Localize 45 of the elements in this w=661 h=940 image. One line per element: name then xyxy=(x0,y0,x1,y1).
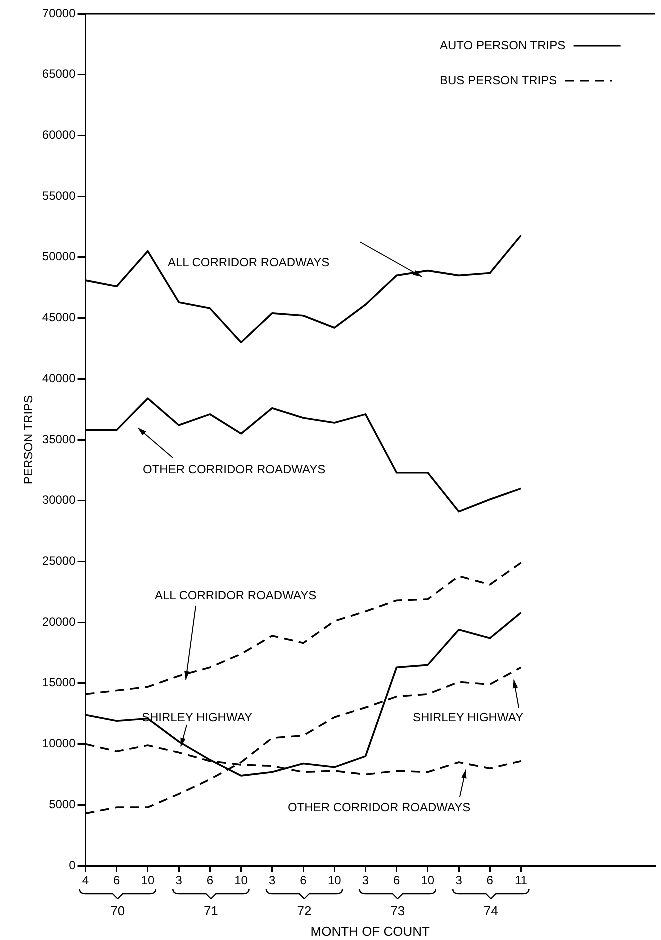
x-tick-label: 10 xyxy=(421,874,435,888)
x-tick-label: 3 xyxy=(269,874,276,888)
text: 74 xyxy=(484,904,498,919)
x-tick-label: 10 xyxy=(141,874,155,888)
y-tick-label: 15000 xyxy=(42,676,76,690)
x-tick-label: 3 xyxy=(456,874,463,888)
y-tick-label: 60000 xyxy=(42,128,76,142)
annotation: ALL CORRIDOR ROADWAYS xyxy=(168,255,330,270)
annotation: SHIRLEY HIGHWAY xyxy=(142,710,252,724)
y-tick-label: 35000 xyxy=(42,432,76,446)
y-tick-label: 50000 xyxy=(42,250,76,264)
y-tick-label: 5000 xyxy=(49,797,76,812)
text: 73 xyxy=(390,904,406,919)
text: 71 xyxy=(204,904,218,919)
x-tick-label: 10 xyxy=(234,874,248,888)
y-tick-label: 40000 xyxy=(42,371,76,386)
annotation: ALL CORRIDOR ROADWAYS xyxy=(155,588,317,602)
legend-label: AUTO PERSON TRIPS xyxy=(440,38,566,52)
x-tick-label: 6 xyxy=(300,874,308,888)
x-tick-label: 3 xyxy=(176,874,183,888)
x-tick-label: 6 xyxy=(206,874,214,888)
x-tick-label: 6 xyxy=(486,874,494,888)
x-tick-label: 3 xyxy=(362,874,370,888)
annotation: SHIRLEY HIGHWAY xyxy=(413,710,524,724)
text: 70 xyxy=(110,904,126,919)
y-tick-label: 10000 xyxy=(42,736,76,751)
annotation: OTHER CORRIDOR ROADWAYS xyxy=(288,800,471,814)
y-tick-label: 70000 xyxy=(42,6,76,20)
x-tick-label: 10 xyxy=(328,874,342,888)
y-tick-label: 20000 xyxy=(42,614,76,629)
annotation: OTHER CORRIDOR ROADWAYS xyxy=(143,462,326,476)
y-tick-label: 25000 xyxy=(42,554,76,568)
y-tick-label: 30000 xyxy=(42,493,76,508)
y-tick-label: 65000 xyxy=(42,67,76,82)
x-tick-label: 6 xyxy=(393,874,400,888)
legend-label: BUS PERSON TRIPS xyxy=(440,73,558,88)
x-axis-title: MONTH OF COUNT xyxy=(310,924,430,939)
x-tick-label: 11 xyxy=(515,874,528,888)
y-tick-label: 45000 xyxy=(42,310,76,325)
x-tick-label: 6 xyxy=(114,874,121,888)
x-tick-label: 4 xyxy=(82,874,90,888)
y-axis-title: PERSON TRIPS xyxy=(22,395,36,485)
y-tick-label: 0 xyxy=(69,858,76,872)
text: 72 xyxy=(297,904,312,919)
y-tick-label: 55000 xyxy=(42,188,76,203)
